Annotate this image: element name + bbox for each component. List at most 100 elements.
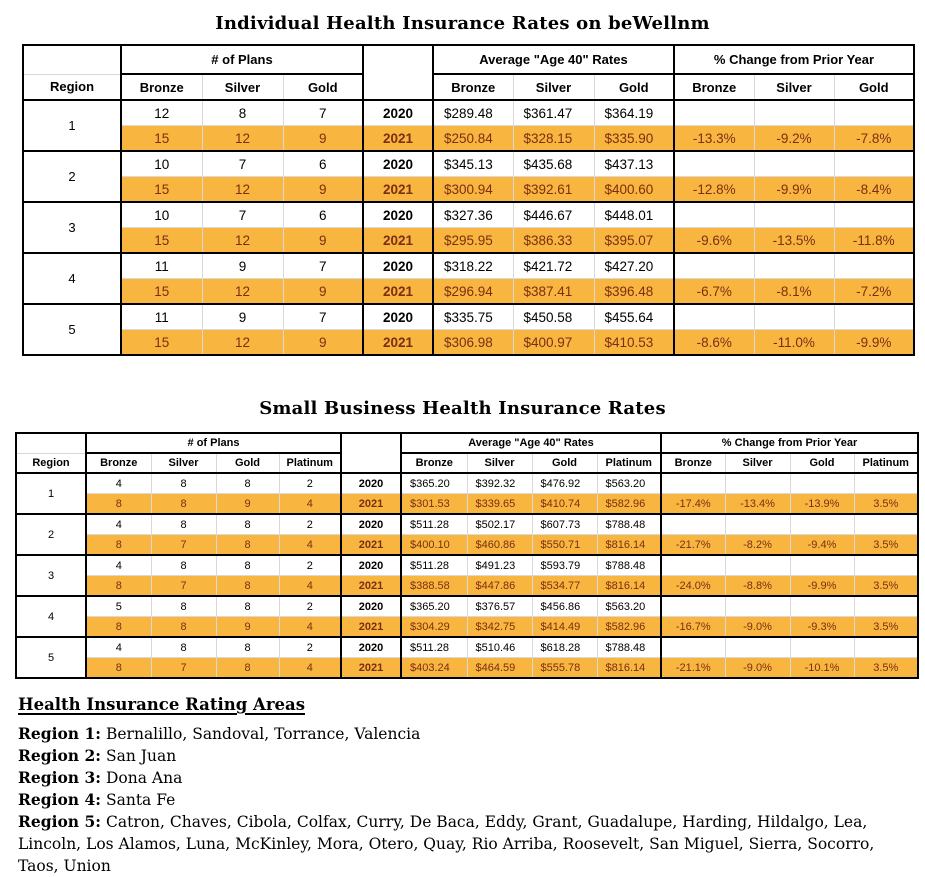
rate-cell: $386.33	[512, 227, 595, 254]
rate-cell: $364.19	[593, 99, 675, 126]
plans-cell: 9	[215, 616, 280, 638]
plans-cell: 9	[282, 278, 364, 305]
rating-area-label: Region 3:	[18, 768, 101, 787]
rate-cell: $607.73	[531, 513, 598, 535]
plans-cell: 4	[278, 616, 342, 638]
small-business-rates-title: Small Business Health Insurance Rates	[259, 398, 666, 419]
rate-cell: $296.94	[432, 278, 514, 305]
changes-column-header: Platinum	[853, 452, 919, 474]
plans-cell: 4	[85, 554, 152, 576]
plans-cell: 7	[282, 252, 364, 279]
rating-area-counties: Catron, Chaves, Cibola, Colfax, Curry, D…	[18, 813, 875, 875]
rate-cell: $816.14	[596, 657, 662, 679]
plans-cell: 10	[120, 201, 203, 228]
rating-area-entry: Region 5: Catron, Chaves, Cibola, Colfax,…	[18, 811, 915, 877]
plans-cell: 8	[215, 636, 280, 658]
rate-cell: $414.49	[531, 616, 598, 638]
change-cell	[660, 513, 726, 535]
region-cell: 4	[22, 252, 122, 305]
plans-cell: 10	[120, 150, 203, 177]
plans-cell: 8	[215, 554, 280, 576]
change-cell	[789, 513, 855, 535]
rating-area-label: Region 1:	[18, 724, 101, 743]
region-cell: 5	[22, 303, 122, 356]
plans-cell: 4	[278, 575, 342, 597]
plans-cell: 8	[85, 493, 152, 515]
plans-cell: 12	[120, 99, 203, 126]
plans-cell: 15	[120, 278, 203, 305]
rate-cell: $788.48	[596, 513, 662, 535]
rate-cell: $345.13	[432, 150, 514, 177]
change-cell: -13.5%	[753, 227, 835, 254]
change-cell: -9.0%	[724, 657, 791, 679]
change-cell: -10.1%	[789, 657, 855, 679]
change-cell	[724, 595, 791, 617]
rate-cell: $502.17	[466, 513, 533, 535]
rate-cell: $511.28	[400, 513, 468, 535]
plans-cell: 11	[120, 303, 203, 330]
plans-cell: 2	[278, 472, 342, 494]
plans-cell: 12	[201, 329, 284, 356]
plans-cell: 2	[278, 513, 342, 535]
rate-cell: $618.28	[531, 636, 598, 658]
rate-cell: $250.84	[432, 125, 514, 152]
change-cell: -7.8%	[833, 125, 915, 152]
plans-cell: 9	[215, 493, 280, 515]
year-cell: 2020	[362, 150, 434, 177]
rate-cell: $335.90	[593, 125, 675, 152]
change-group-header: % Change from Prior Year	[673, 44, 915, 75]
rates-column-header: Bronze	[400, 452, 468, 474]
change-cell	[789, 636, 855, 658]
change-cell: -9.6%	[673, 227, 755, 254]
plans-cell: 2	[278, 636, 342, 658]
small-business-rates-table-container: # of Plans Average "Age 40" Rates% Change…	[15, 432, 925, 679]
change-cell	[789, 595, 855, 617]
rate-cell: $456.86	[531, 595, 598, 617]
plans-cell: 4	[85, 636, 152, 658]
plans-cell: 8	[150, 513, 217, 535]
rate-cell: $339.65	[466, 493, 533, 515]
change-cell: -9.2%	[753, 125, 835, 152]
change-cell	[853, 595, 919, 617]
plans-cell: 8	[201, 99, 284, 126]
plans-cell: 8	[150, 616, 217, 638]
rate-cell: $396.48	[593, 278, 675, 305]
year-column-header	[340, 432, 402, 474]
change-cell: -8.1%	[753, 278, 835, 305]
rating-area-entry: Region 3: Dona Ana	[18, 767, 915, 789]
rate-cell: $447.86	[466, 575, 533, 597]
rating-area-label: Region 2:	[18, 746, 101, 765]
rate-cell: $376.57	[466, 595, 533, 617]
plans-cell: 7	[201, 150, 284, 177]
change-cell: -8.6%	[673, 329, 755, 356]
rate-cell: $342.75	[466, 616, 533, 638]
change-cell: -9.4%	[789, 534, 855, 556]
year-cell: 2021	[340, 493, 402, 515]
plans-cell: 7	[150, 657, 217, 679]
rate-cell: $582.96	[596, 493, 662, 515]
year-cell: 2020	[340, 636, 402, 658]
rates-column-header: Silver	[512, 73, 595, 101]
plans-cell: 2	[278, 595, 342, 617]
rates-group-header: Average "Age 40" Rates	[400, 432, 662, 454]
year-cell: 2020	[362, 303, 434, 330]
rate-cell: $437.13	[593, 150, 675, 177]
rate-cell: $365.20	[400, 595, 468, 617]
change-cell: -17.4%	[660, 493, 726, 515]
change-cell	[724, 513, 791, 535]
plans-cell: 8	[85, 534, 152, 556]
year-cell: 2020	[362, 99, 434, 126]
change-cell	[853, 636, 919, 658]
change-cell	[673, 150, 755, 177]
changes-column-header: Gold	[833, 73, 915, 101]
change-cell	[673, 99, 755, 126]
rating-area-counties: Bernalillo, Sandoval, Torrance, Valencia	[105, 725, 421, 743]
plans-column-header: Gold	[215, 452, 280, 474]
rate-cell: $510.46	[466, 636, 533, 658]
rate-cell: $388.58	[400, 575, 468, 597]
change-cell: -8.4%	[833, 176, 915, 203]
year-cell: 2021	[340, 657, 402, 679]
change-cell	[673, 252, 755, 279]
change-cell	[673, 201, 755, 228]
region-column-header: Region	[15, 452, 87, 474]
